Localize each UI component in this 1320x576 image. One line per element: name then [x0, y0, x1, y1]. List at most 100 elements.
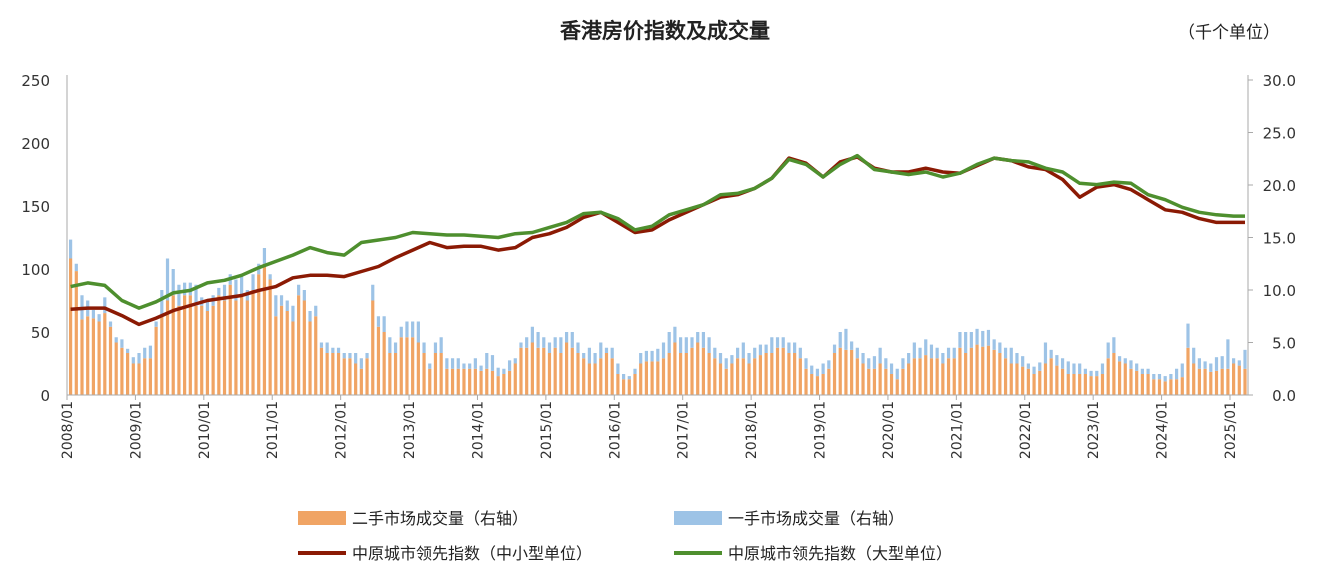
bar-secondary: [690, 347, 694, 395]
bar-secondary: [958, 347, 962, 395]
bar-secondary: [753, 358, 757, 395]
bar-primary: [1186, 323, 1190, 348]
bar-primary: [838, 332, 842, 348]
x-tick-label: 2018/01: [744, 401, 760, 459]
legend-label-secondary: 二手市场成交量（右轴）: [352, 509, 528, 528]
bar-primary: [952, 347, 956, 359]
bar-primary: [992, 339, 996, 350]
bar-primary: [582, 353, 586, 359]
bar-secondary: [747, 363, 751, 395]
bar-primary: [194, 284, 198, 306]
bar-secondary: [450, 368, 455, 395]
bar-primary: [1135, 363, 1139, 371]
bar-secondary: [1135, 370, 1139, 395]
bar-secondary: [325, 353, 329, 395]
bar-primary: [564, 332, 569, 343]
bar-primary: [1043, 342, 1048, 364]
bar-primary: [1055, 355, 1059, 366]
bar-primary: [964, 332, 968, 353]
bar-secondary: [667, 353, 671, 395]
bar-primary: [775, 337, 780, 348]
bar-primary: [941, 353, 945, 364]
bar-primary: [1214, 357, 1219, 371]
x-tick-label: 2009/01: [128, 401, 144, 459]
bar-secondary: [787, 353, 791, 395]
bar-primary: [929, 344, 934, 359]
bar-secondary: [473, 368, 477, 395]
bar-primary: [171, 269, 175, 296]
bar-secondary: [365, 358, 369, 395]
bar-primary: [1157, 374, 1162, 380]
bar-primary: [821, 363, 825, 374]
bar-primary: [1049, 349, 1053, 359]
bar-primary: [810, 365, 814, 374]
bar-secondary: [861, 363, 865, 395]
bar-secondary: [998, 353, 1002, 395]
right-tick-label: 0.0: [1272, 387, 1296, 405]
bar-secondary: [815, 376, 820, 395]
bar-secondary: [599, 358, 603, 395]
bar-primary: [251, 274, 255, 290]
bar-primary: [576, 342, 580, 353]
x-tick-label: 2023/01: [1086, 401, 1102, 459]
bar-secondary: [570, 347, 574, 395]
bar-primary: [240, 274, 244, 296]
bar-secondary: [200, 305, 204, 395]
bar-primary: [1038, 362, 1042, 371]
bar-primary: [382, 316, 386, 332]
bar-secondary: [775, 347, 780, 395]
bar-secondary: [798, 358, 802, 395]
bar-secondary: [679, 353, 683, 395]
bar-primary: [815, 368, 820, 377]
bar-secondary: [171, 295, 175, 395]
bar-secondary: [411, 337, 415, 395]
bar-secondary: [433, 353, 438, 395]
lines-layer: [70, 153, 1245, 327]
bar-primary: [981, 330, 985, 347]
bar-primary: [1089, 370, 1093, 377]
left-tick-label: 200: [21, 135, 50, 153]
bar-secondary: [1015, 363, 1019, 395]
bar-secondary: [194, 305, 198, 395]
x-tick-label: 2025/01: [1223, 401, 1239, 459]
bar-secondary: [821, 374, 825, 395]
x-tick-label: 2021/01: [949, 401, 965, 459]
bar-secondary: [650, 361, 654, 395]
bar-primary: [154, 321, 158, 327]
x-tick-label: 2012/01: [334, 401, 350, 459]
bar-primary: [547, 342, 552, 353]
bar-primary: [661, 342, 666, 359]
bar-secondary: [382, 332, 386, 395]
bar-primary: [804, 358, 808, 369]
bar-primary: [103, 297, 107, 314]
bar-secondary: [342, 358, 346, 395]
bar-secondary: [86, 316, 90, 395]
bar-secondary: [445, 368, 449, 395]
x-tick-label: 2019/01: [813, 401, 829, 459]
line-large-index: [70, 153, 1245, 310]
bar-primary: [473, 358, 477, 369]
bar-primary: [411, 321, 415, 338]
bar-secondary: [336, 353, 341, 395]
bar-secondary: [177, 305, 181, 395]
bar-secondary: [724, 368, 728, 395]
bar-primary: [684, 337, 688, 353]
x-tick-label: 2016/01: [607, 401, 623, 459]
bar-secondary: [69, 258, 73, 395]
axes: 0 50 100 150 200 250 0.0 5.0 10.0 15.0 20.0 25.0 30.…: [21, 72, 1296, 459]
bar-primary: [758, 344, 763, 356]
bar-secondary: [730, 363, 734, 395]
bar-primary: [718, 353, 723, 364]
right-axis-unit: （千个单位）: [1178, 23, 1280, 43]
bar-secondary: [234, 300, 238, 395]
bar-secondary: [165, 300, 170, 395]
bar-secondary: [1072, 374, 1076, 395]
bar-primary: [679, 337, 683, 353]
right-tick-label: 25.0: [1263, 125, 1296, 143]
bar-secondary: [137, 363, 141, 395]
bar-primary: [627, 376, 631, 380]
bar-primary: [422, 342, 426, 353]
bar-secondary: [496, 376, 500, 395]
bar-secondary: [1192, 363, 1196, 395]
bar-secondary: [844, 349, 848, 395]
